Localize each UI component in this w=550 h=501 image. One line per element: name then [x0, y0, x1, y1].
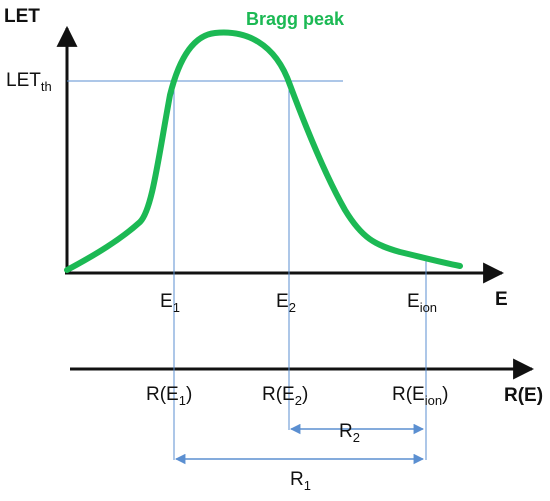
bragg-curve — [64, 29, 463, 273]
curve-label: Bragg peak — [246, 9, 345, 29]
range-tick-eion: R(Eion) — [392, 384, 448, 408]
threshold-label: LETth — [6, 70, 52, 94]
r2-span-label: R2 — [339, 421, 360, 445]
range-tick-e1: R(E1) — [146, 384, 192, 408]
y-axis-label: LET — [4, 6, 40, 27]
x-axis-label: E — [495, 289, 508, 310]
tick-label-eion: Eion — [407, 291, 437, 315]
tick-label-e1: E1 — [160, 291, 180, 315]
tick-label-e2: E2 — [276, 291, 296, 315]
r1-span-label: R1 — [290, 469, 311, 493]
range-tick-e2: R(E2) — [262, 384, 308, 408]
range-axis-label: R(E) — [504, 385, 543, 406]
